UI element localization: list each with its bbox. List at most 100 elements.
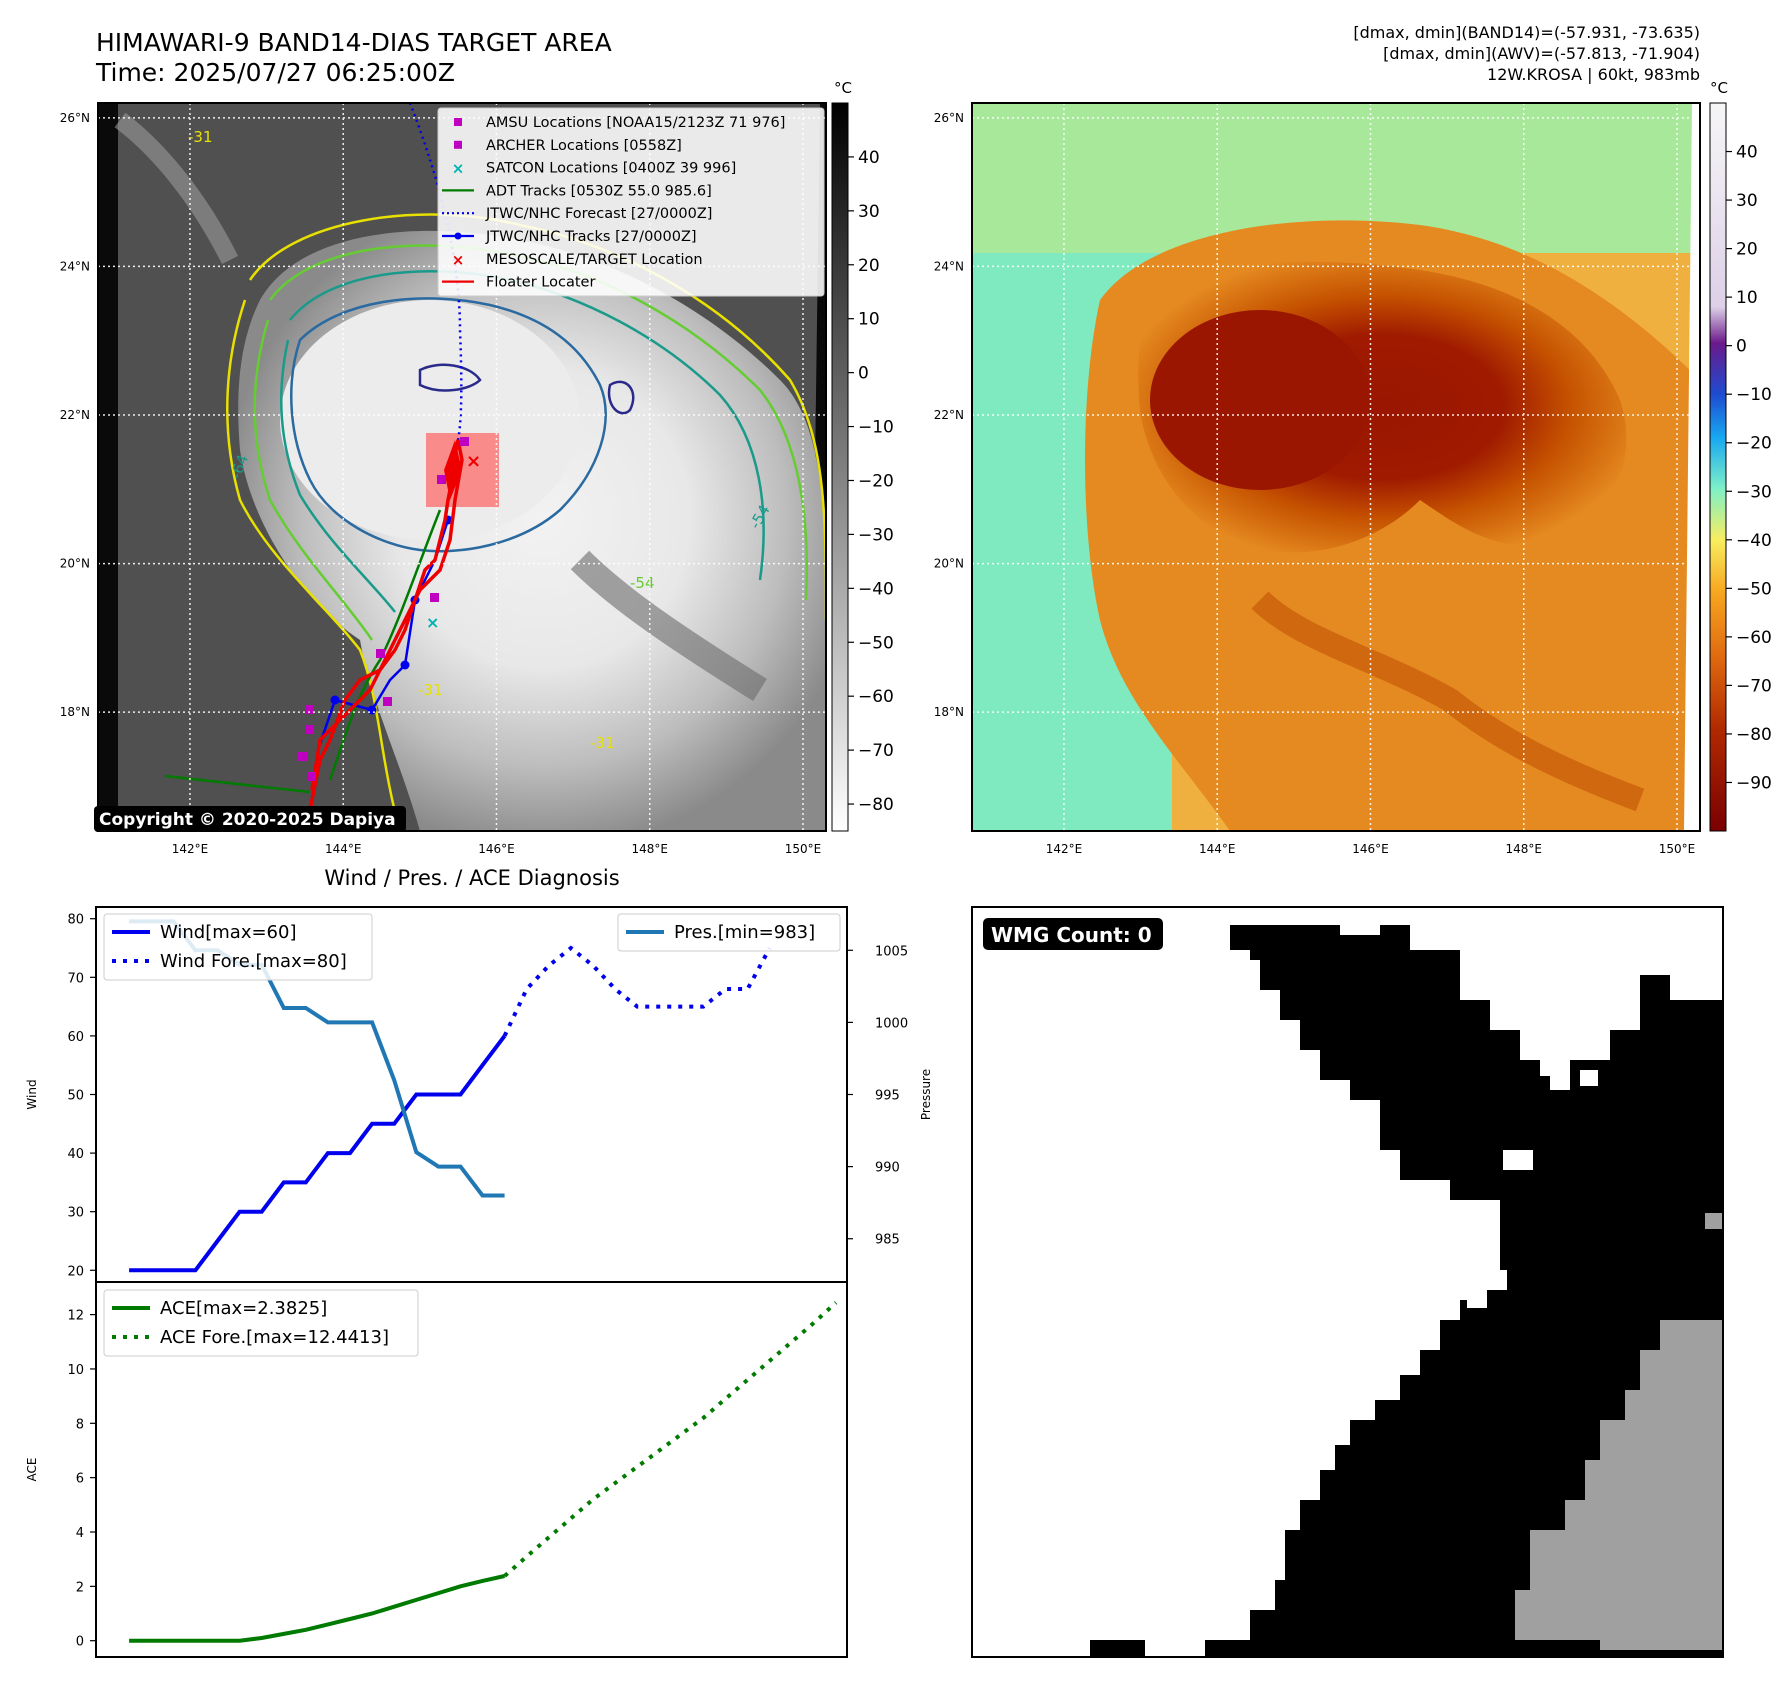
colorbar-tick-label: 40: [858, 148, 880, 168]
y-tick-label: 6: [76, 1472, 84, 1487]
y-tick-label: 70: [67, 971, 84, 986]
lat-tick-label: 26°N: [934, 111, 964, 125]
y2-tick-label: 985: [875, 1233, 900, 1248]
lon-tick-label: 148°E: [631, 842, 668, 856]
contour-blue: [290, 297, 607, 553]
colorbar-tick-label: −10: [858, 418, 894, 438]
chart-legend-label: Wind Fore.[max=80]: [160, 951, 347, 972]
svg-text:×: ×: [466, 451, 481, 472]
lon-tick-label: 142°E: [1046, 842, 1083, 856]
y-tick-label: 8: [76, 1417, 84, 1432]
legend-label: ADT Tracks [0530Z 55.0 985.6]: [486, 183, 712, 199]
chart-legend-label: Wind[max=60]: [160, 922, 297, 943]
legend-marker-dot: [454, 232, 462, 240]
contour-label: -31: [418, 681, 443, 699]
colorbar-tick-label: −70: [1736, 676, 1772, 696]
lon-tick-label: 142°E: [172, 842, 209, 856]
y-axis-label: ACE: [25, 1458, 39, 1482]
lon-tick-label: 146°E: [1352, 842, 1389, 856]
figure-title: HIMAWARI-9 BAND14-DIAS TARGET AREA: [96, 28, 612, 57]
chart-legend-box: [617, 913, 841, 952]
y2-axis-label: Pressure: [919, 1069, 933, 1120]
colorbar-tick-label: 10: [1736, 288, 1758, 308]
y2-tick-label: 995: [875, 1089, 900, 1104]
legend-label: MESOSCALE/TARGET Location: [486, 252, 703, 268]
legend-marker: ×: [452, 160, 465, 178]
y-tick-label: 60: [67, 1030, 84, 1045]
lat-tick-label: 18°N: [934, 705, 964, 719]
colorbar-tick-label: 30: [858, 202, 880, 222]
colorbar-tick-label: −30: [858, 525, 894, 545]
lat-tick-label: 20°N: [60, 557, 90, 571]
jtwc-forecast-track: [408, 103, 463, 441]
contour-label: -54: [630, 574, 655, 592]
colorbar-tick-label: −90: [1736, 773, 1772, 793]
svg-text:×: ×: [426, 613, 439, 632]
lon-tick-label: 148°E: [1505, 842, 1542, 856]
contour-teal: [280, 269, 765, 613]
chart-legend-box: [103, 1289, 419, 1357]
y-tick-label: 12: [67, 1309, 84, 1324]
y2-tick-label: 990: [875, 1161, 900, 1176]
legend-label: ARCHER Locations [0558Z]: [486, 138, 682, 154]
colorbar-tick-label: 10: [858, 310, 880, 330]
legend-marker: [454, 140, 462, 149]
colorbar-tick-label: −60: [1736, 628, 1772, 648]
colorbar-tick-label: −40: [858, 579, 894, 599]
copyright-label: Copyright © 2020-2025 Dapiya: [99, 810, 396, 830]
y-axis-label: Wind: [25, 1079, 39, 1109]
y-tick-label: 50: [67, 1089, 84, 1104]
contour-label: -31: [590, 734, 615, 752]
legend-marker: [454, 118, 462, 126]
lon-tick-label: 146°E: [478, 842, 515, 856]
lon-tick-label: 144°E: [325, 842, 362, 856]
lat-tick-label: 24°N: [60, 259, 90, 273]
colorbar-bt: °C 40 30 20 10 0 −10 −20 −30 −40 −50 −60 −70 −80: [831, 79, 894, 832]
colorbar-tick-label: −20: [1736, 434, 1772, 454]
legend-label: Floater Locater: [486, 275, 595, 291]
legend-label: JTWC/NHC Tracks [27/0000Z]: [485, 229, 697, 245]
series-line-0: [129, 1574, 506, 1643]
wind-pressure-chart: 20 30 40 50 60 70 80 Wind 985 990 995 1000 1005 Press…: [25, 906, 933, 1283]
info-band14: [dmax, dmin](BAND14)=(-57.931, -73.635): [1353, 23, 1700, 42]
colorbar-tick-label: −80: [1736, 725, 1772, 745]
y2-tick-label: 1000: [875, 1016, 908, 1031]
colorbar-unit: °C: [1710, 79, 1728, 97]
colorbar-tick-label: 20: [1736, 240, 1758, 260]
colorbar-tick-label: −50: [1736, 579, 1772, 599]
map-legend: AMSU Locations [NOAA15/2123Z 71 976] ARCH…: [437, 107, 825, 297]
colorbar-tick-label: 40: [1736, 143, 1758, 163]
lat-tick-label: 18°N: [60, 705, 90, 719]
jtwc-best-track: [316, 519, 450, 751]
lon-tick-label: 150°E: [785, 842, 822, 856]
lat-tick-label: 24°N: [934, 259, 964, 273]
colorbar-tick-label: 0: [858, 364, 869, 384]
colorbar-awv: °C 40 30 20 10 0 −10 −20 −30 −40 −50 −60 −70 −80 −90: [1709, 79, 1772, 832]
y-tick-label: 2: [76, 1580, 84, 1595]
y-tick-label: 30: [67, 1206, 84, 1221]
colorbar-tick-label: −60: [858, 687, 894, 707]
legend-label: AMSU Locations [NOAA15/2123Z 71 976]: [486, 115, 785, 131]
chart-legend-label: ACE[max=2.3825]: [160, 1298, 327, 1319]
legend-label: JTWC/NHC Forecast [27/0000Z]: [485, 206, 712, 222]
series-line-0: [129, 1034, 507, 1273]
y-tick-label: 20: [67, 1264, 84, 1279]
ir-map-panel: × × -31 -64 -54 -54 -31 -31 Copyright © …: [60, 102, 827, 856]
colorbar-tick-label: −70: [858, 741, 894, 761]
wmg-panel: WMG Count: 0: [971, 906, 1724, 1658]
y-tick-label: 10: [67, 1363, 84, 1378]
colorbar-tick-label: −50: [858, 633, 894, 653]
chart-legend-label: Pres.[min=983]: [674, 922, 815, 943]
contour-label: -31: [188, 128, 213, 146]
lat-tick-label: 26°N: [60, 111, 90, 125]
ace-chart: 0 2 4 6 8 10 12 ACE ACE[max=2.3825] ACE Fore.[max…: [25, 1281, 848, 1658]
colorbar-tick-label: 30: [1736, 191, 1758, 211]
wmg-mask-gray: [1515, 1320, 1723, 1650]
legend-marker: ×: [452, 251, 465, 269]
y-tick-label: 40: [67, 1147, 84, 1162]
colorbar-tick-label: −10: [1736, 385, 1772, 405]
colorbar-tick-label: −20: [858, 471, 894, 491]
colorbar-tick-label: −40: [1736, 531, 1772, 551]
colorbar-tick-label: −30: [1736, 482, 1772, 502]
wmg-count-badge: WMG Count: 0: [991, 923, 1152, 947]
